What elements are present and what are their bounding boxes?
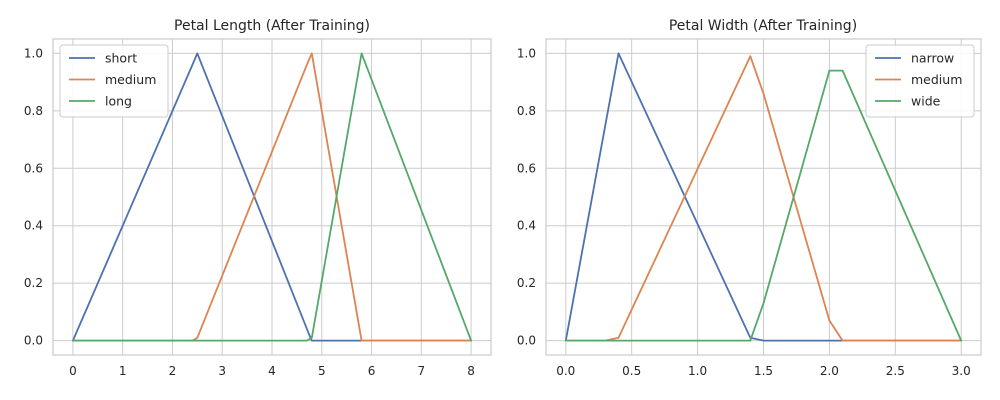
petal-length-legend-label: long: [105, 94, 132, 109]
petal-length-y-tick-label: 0.6: [24, 161, 43, 175]
petal-length-y-tick-label: 0.0: [24, 334, 43, 348]
petal-width-x-tick-label: 3.0: [952, 364, 971, 378]
petal-width-chart-title: Petal Width (After Training): [669, 18, 857, 34]
petal-length-y-tick-label: 0.8: [24, 104, 43, 118]
petal-length-x-tick-label: 8: [467, 364, 475, 378]
petal-width-legend-label: medium: [911, 72, 962, 87]
petal-length-legend-label: short: [105, 51, 137, 66]
petal-length-legend-box: [59, 44, 169, 118]
petal-length-x-tick-label: 6: [368, 364, 376, 378]
petal-length-x-tick-label: 7: [417, 364, 425, 378]
petal-width-x-tick-label: 2.5: [886, 364, 905, 378]
petal-length-y-tick-label: 1.0: [24, 46, 43, 60]
petal-length-x-tick-label: 5: [318, 364, 326, 378]
petal-length-x-tick-label: 3: [218, 364, 226, 378]
petal-width-series-wide-line: [564, 69, 963, 342]
petal-width-legend-label: narrow: [911, 51, 954, 66]
petal-length-y-tick-label: 0.4: [24, 219, 43, 233]
petal-length-legend: short medium long: [59, 44, 169, 118]
petal-width-y-tick-label: 1.0: [517, 46, 536, 60]
petal-length-x-tick-label: 2: [169, 364, 177, 378]
petal-width-chart: Petal Width (After Training) 0.0 0.5 1.0 1.…: [517, 18, 982, 378]
petal-width-y-tick-label: 0.0: [517, 334, 536, 348]
petal-width-x-tick-label: 1.5: [754, 364, 773, 378]
petal-width-axes-frame: [545, 38, 982, 356]
petal-length-series-long-line: [72, 52, 473, 342]
petal-width-x-tick-label: 1.0: [688, 364, 707, 378]
petal-width-x-tick-label: 0.0: [556, 364, 575, 378]
petal-length-chart: Petal Length (After Training) 0 1 2 3 4 5 6 7 8 0…: [24, 18, 492, 378]
petal-width-y-tick-label: 0.4: [517, 219, 536, 233]
petal-length-chart-title: Petal Length (After Training): [174, 18, 370, 34]
petal-length-series-short-line: [72, 52, 473, 342]
petal-length-legend-label: medium: [105, 72, 156, 87]
petal-length-x-tick-label: 4: [268, 364, 276, 378]
petal-length-x-tick-label: 1: [119, 364, 127, 378]
petal-width-legend-label: wide: [911, 94, 941, 109]
petal-width-y-tick-label: 0.8: [517, 104, 536, 118]
petal-width-series-narrow-line: [564, 52, 963, 342]
petal-length-x-tick-label: 0: [69, 364, 77, 378]
petal-width-legend-box: [865, 44, 975, 118]
petal-length-axes-frame: [52, 38, 492, 356]
petal-width-legend: narrow medium wide: [865, 44, 975, 118]
petal-length-y-tick-label: 0.2: [24, 276, 43, 290]
petal-width-x-tick-label: 2.0: [820, 364, 839, 378]
petal-width-y-tick-label: 0.2: [517, 276, 536, 290]
petal-width-y-tick-label: 0.6: [517, 161, 536, 175]
petal-width-x-tick-label: 0.5: [622, 364, 641, 378]
